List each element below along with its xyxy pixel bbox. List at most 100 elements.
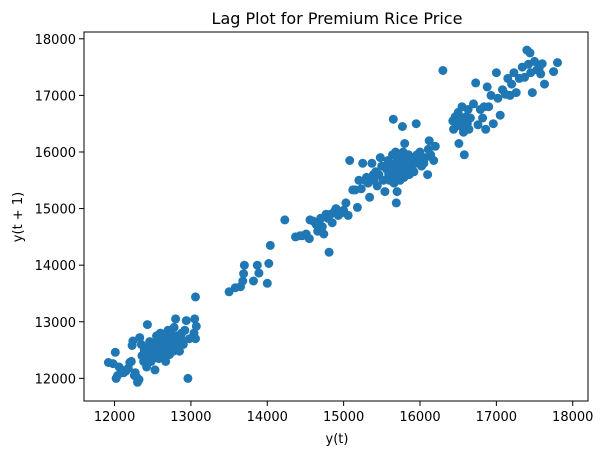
scatter-point [343,210,353,220]
scatter-point [280,215,290,225]
x-tick-label: 17000 [476,410,517,425]
y-axis-label: y(t + 1) [11,192,26,242]
scatter-point [356,184,366,194]
scatter-point [249,276,258,286]
scatter-point [378,175,388,185]
y-tick-label: 13000 [35,316,76,331]
scatter-point [409,167,419,177]
scatter-point [126,356,136,366]
scatter-point [375,153,385,163]
scatter-point [317,222,327,232]
x-axis-label: y(t) [326,432,349,447]
scatter-point [491,68,501,78]
scatter-point [254,268,264,278]
x-tick-label: 12000 [94,410,135,425]
scatter-point [486,90,496,100]
scatter-point [400,139,410,148]
scatter-point [161,356,171,366]
scatter-point [481,124,491,134]
scatter-point [438,66,448,75]
scatter-point [238,276,248,286]
scatter-point [454,139,464,148]
scatter-point [264,259,274,268]
scatter-point [372,181,382,191]
scatter-point [488,119,498,129]
scatter-point [191,334,200,344]
scatter-point [175,346,184,356]
scatter-point [536,69,546,79]
scatter-point [191,292,200,302]
scatter-point [134,375,144,384]
scatter-point [365,192,375,202]
scatter-point [150,365,160,375]
plot-frame [83,31,589,402]
scatter-point [327,218,337,228]
scatter-point [341,198,351,208]
y-axis-ticks: 12000 13000 14000 15000 16000 17000 18000 [35,33,84,387]
scatter-point [549,67,559,77]
x-tick-label: 15000 [323,410,364,425]
scatter-point [388,114,398,124]
scatter-point [507,79,517,89]
scatter-point [464,124,474,134]
scatter-points [103,45,562,387]
scatter-point [367,158,377,168]
scatter-point [540,79,549,89]
scatter-point [411,119,421,129]
y-tick-label: 16000 [35,146,76,161]
x-tick-label: 18000 [552,410,593,425]
scatter-point [352,202,362,212]
scatter-point [171,314,181,324]
scatter-point [392,187,402,197]
scatter-point [169,322,179,332]
x-axis-ticks: 12000 13000 14000 15000 16000 17000 18000 [94,401,593,425]
scatter-point [110,347,120,357]
scatter-point [511,88,521,98]
scatter-point [509,68,519,78]
scatter-point [553,58,562,68]
y-tick-label: 18000 [35,33,76,48]
scatter-point [191,321,201,331]
scatter-point [482,82,492,92]
scatter-point [465,113,475,123]
scatter-point [181,316,191,326]
scatter-point [415,147,425,157]
y-tick-label: 12000 [35,372,76,387]
scatter-point [484,102,494,112]
scatter-point [180,325,190,335]
scatter-point [537,59,547,69]
scatter-point [304,234,314,244]
scatter-point [473,120,483,130]
scatter-point [471,78,481,88]
y-tick-label: 15000 [35,203,76,218]
x-tick-label: 16000 [399,410,440,425]
scatter-point [525,48,535,58]
scatter-point [252,260,262,270]
scatter-point [380,187,390,197]
scatter-point [262,278,272,288]
y-tick-label: 17000 [35,89,76,104]
scatter-point [358,158,368,168]
x-tick-label: 14000 [247,410,288,425]
scatter-point [520,72,530,82]
scatter-point [391,198,401,208]
x-tick-label: 13000 [170,410,211,425]
scatter-point [142,320,152,330]
scatter-point [345,156,355,165]
scatter-point [493,93,503,103]
scatter-point [429,156,439,165]
scatter-point [319,229,329,239]
scatter-point [424,136,434,146]
scatter-point [530,56,539,66]
scatter-point [469,99,478,109]
scatter-point [324,247,334,257]
scatter-point [128,336,138,346]
scatter-point [135,333,145,343]
scatter-point [178,339,188,349]
scatter-point [527,88,537,98]
scatter-point [463,105,473,114]
scatter-point [423,170,433,180]
scatter-point [459,150,469,160]
scatter-point [190,314,200,324]
